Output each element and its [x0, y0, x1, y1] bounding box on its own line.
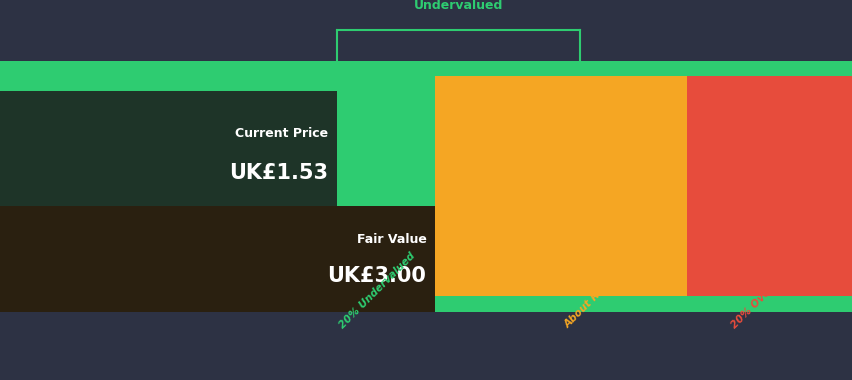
Text: UK£1.53: UK£1.53	[229, 163, 328, 183]
Text: 20% Undervalued: 20% Undervalued	[337, 250, 416, 330]
Bar	[435, 76, 686, 296]
Text: About Right: About Right	[562, 274, 619, 330]
Text: UK£3.00: UK£3.00	[327, 266, 426, 286]
Text: Undervalued: Undervalued	[413, 0, 503, 12]
Bar	[0, 92, 337, 213]
Text: Fair Value: Fair Value	[356, 233, 426, 246]
Bar	[0, 296, 852, 312]
Bar	[686, 76, 852, 296]
Text: 20% Overvalued: 20% Overvalued	[728, 256, 803, 330]
Bar	[0, 206, 435, 312]
Bar	[0, 76, 435, 296]
Bar	[0, 61, 852, 76]
Text: Current Price: Current Price	[235, 127, 328, 140]
